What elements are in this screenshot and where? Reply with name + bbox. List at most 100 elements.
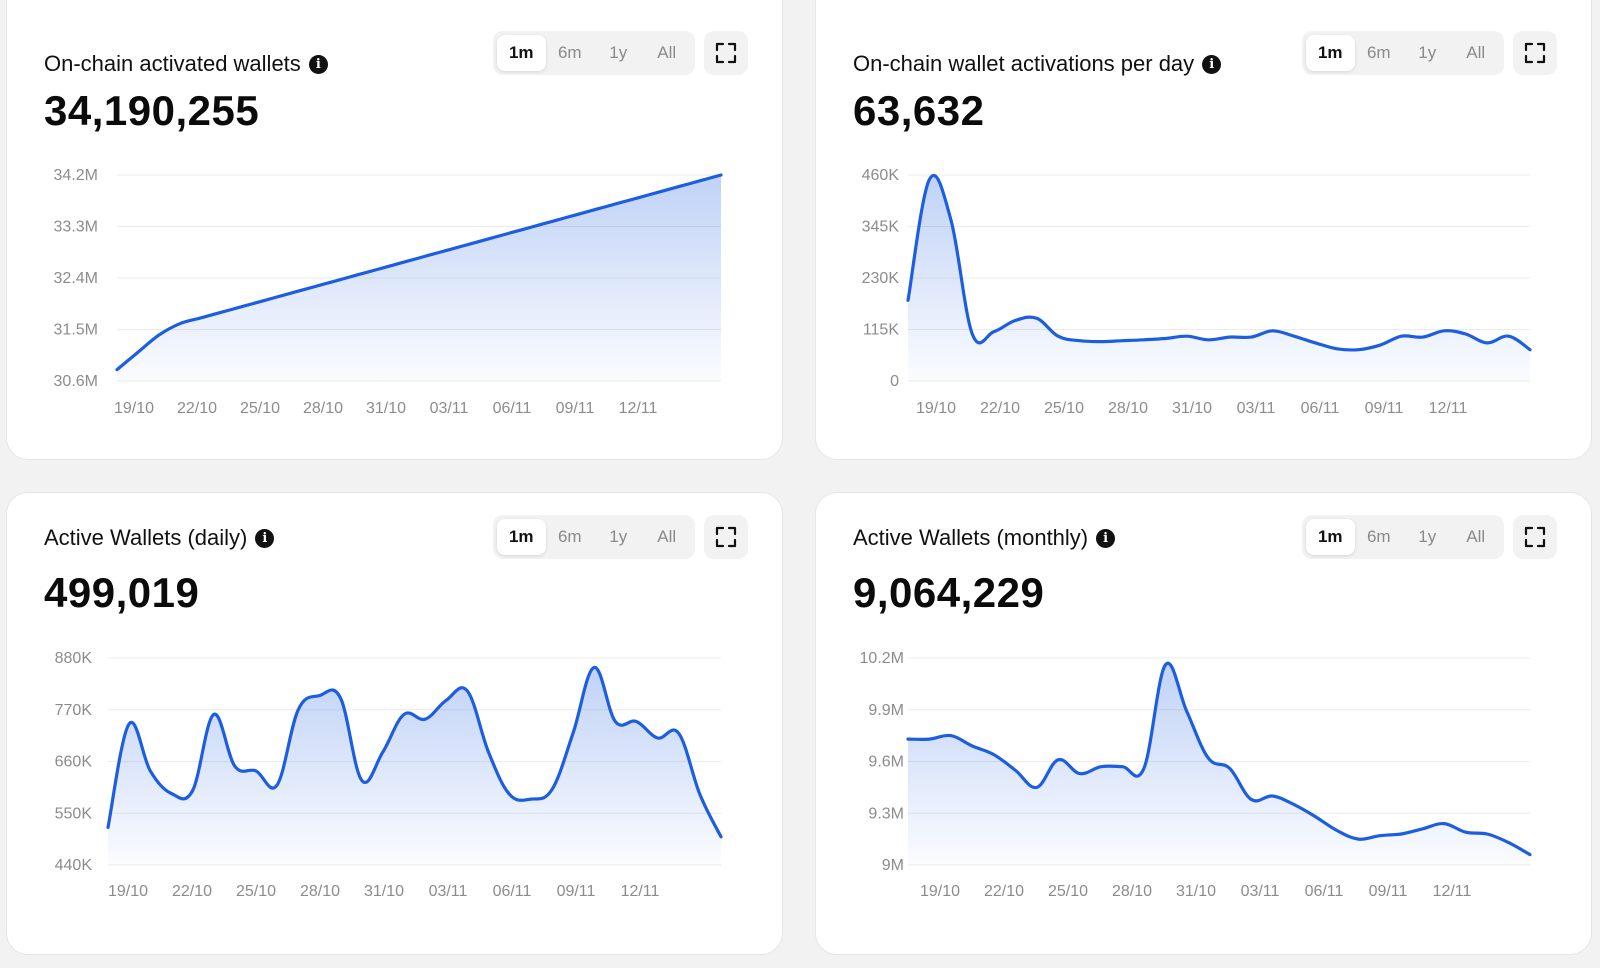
data-point[interactable] — [253, 768, 259, 774]
data-point[interactable] — [1420, 334, 1426, 340]
data-point[interactable] — [401, 712, 407, 718]
data-point[interactable] — [969, 743, 975, 749]
data-point[interactable] — [969, 331, 975, 337]
data-point[interactable] — [991, 329, 997, 335]
range-button-1m[interactable]: 1m — [497, 519, 546, 555]
range-button-1y[interactable]: 1y — [1418, 43, 1437, 62]
data-point[interactable] — [1034, 315, 1040, 321]
data-point[interactable] — [1355, 836, 1361, 842]
data-point[interactable] — [948, 733, 954, 739]
data-point[interactable] — [697, 178, 703, 184]
data-point[interactable] — [281, 292, 287, 298]
range-button-1m[interactable]: 1m — [1306, 519, 1355, 555]
data-point[interactable] — [1205, 337, 1211, 343]
data-point[interactable] — [572, 212, 578, 218]
data-point[interactable] — [385, 264, 391, 270]
data-point[interactable] — [322, 281, 328, 287]
data-point[interactable] — [926, 736, 932, 742]
range-button-1m[interactable]: 1m — [1306, 35, 1355, 71]
data-point[interactable] — [991, 752, 997, 758]
data-point[interactable] — [464, 688, 470, 694]
data-point[interactable] — [380, 749, 386, 755]
data-point[interactable] — [301, 286, 307, 292]
data-point[interactable] — [295, 707, 301, 713]
data-point[interactable] — [635, 195, 641, 201]
range-button-all[interactable]: All — [657, 527, 677, 546]
data-point[interactable] — [1506, 333, 1512, 339]
data-point[interactable] — [1355, 347, 1361, 353]
data-point[interactable] — [948, 217, 954, 223]
data-point[interactable] — [551, 218, 557, 224]
range-button-all[interactable]: All — [1466, 527, 1486, 546]
data-point[interactable] — [528, 796, 534, 802]
range-button-6m[interactable]: 6m — [1366, 43, 1391, 62]
data-point[interactable] — [614, 201, 620, 207]
data-point[interactable] — [168, 791, 174, 797]
range-button-all[interactable]: All — [657, 43, 677, 62]
data-point[interactable] — [1098, 339, 1104, 345]
data-point[interactable] — [697, 791, 703, 797]
data-point[interactable] — [1291, 333, 1297, 339]
info-icon[interactable]: i — [1096, 528, 1116, 548]
data-point[interactable] — [486, 749, 492, 755]
range-button-6m[interactable]: 6m — [557, 527, 582, 546]
data-point[interactable] — [591, 664, 597, 670]
data-point[interactable] — [135, 349, 141, 355]
data-point[interactable] — [531, 224, 537, 230]
data-point[interactable] — [1055, 757, 1061, 763]
data-point[interactable] — [443, 697, 449, 703]
data-point[interactable] — [338, 695, 344, 701]
data-point[interactable] — [177, 321, 183, 327]
info-icon[interactable]: i — [1202, 54, 1222, 74]
data-point[interactable] — [676, 730, 682, 736]
data-point[interactable] — [1248, 796, 1254, 802]
data-point[interactable] — [1527, 852, 1533, 858]
data-point[interactable] — [1077, 771, 1083, 777]
data-point[interactable] — [1484, 831, 1490, 837]
data-point[interactable] — [406, 258, 412, 264]
range-button-1y[interactable]: 1y — [609, 527, 628, 546]
data-point[interactable] — [218, 309, 224, 315]
data-point[interactable] — [1077, 338, 1083, 344]
data-point[interactable] — [510, 229, 516, 235]
data-point[interactable] — [260, 298, 266, 304]
data-point[interactable] — [1184, 333, 1190, 339]
data-point[interactable] — [422, 716, 428, 722]
data-point[interactable] — [1463, 829, 1469, 835]
range-button-1y[interactable]: 1y — [609, 43, 628, 62]
data-point[interactable] — [364, 269, 370, 275]
data-point[interactable] — [211, 712, 217, 718]
data-point[interactable] — [1120, 338, 1126, 344]
data-point[interactable] — [1248, 334, 1254, 340]
data-point[interactable] — [633, 719, 639, 725]
info-icon[interactable]: i — [308, 54, 328, 74]
data-point[interactable] — [1398, 333, 1404, 339]
data-point[interactable] — [1506, 840, 1512, 846]
data-point[interactable] — [468, 241, 474, 247]
data-point[interactable] — [1441, 328, 1447, 334]
data-point[interactable] — [1334, 346, 1340, 352]
data-point[interactable] — [1184, 709, 1190, 715]
data-point[interactable] — [426, 252, 432, 258]
data-point[interactable] — [905, 736, 911, 742]
data-point[interactable] — [905, 297, 911, 303]
data-point[interactable] — [656, 189, 662, 195]
data-point[interactable] — [1012, 767, 1018, 773]
data-point[interactable] — [1034, 784, 1040, 790]
data-point[interactable] — [126, 721, 132, 727]
data-point[interactable] — [676, 183, 682, 189]
range-button-1y[interactable]: 1y — [1418, 527, 1437, 546]
data-point[interactable] — [147, 768, 153, 774]
data-point[interactable] — [1334, 828, 1340, 834]
data-point[interactable] — [549, 787, 555, 793]
info-icon[interactable]: i — [255, 528, 275, 548]
series-line[interactable] — [115, 173, 723, 372]
data-point[interactable] — [316, 693, 322, 699]
data-point[interactable] — [507, 791, 513, 797]
data-point[interactable] — [1055, 333, 1061, 339]
data-point[interactable] — [612, 719, 618, 725]
data-point[interactable] — [926, 177, 932, 183]
data-point[interactable] — [718, 172, 724, 178]
range-button-6m[interactable]: 6m — [1366, 527, 1391, 546]
data-point[interactable] — [1012, 318, 1018, 324]
